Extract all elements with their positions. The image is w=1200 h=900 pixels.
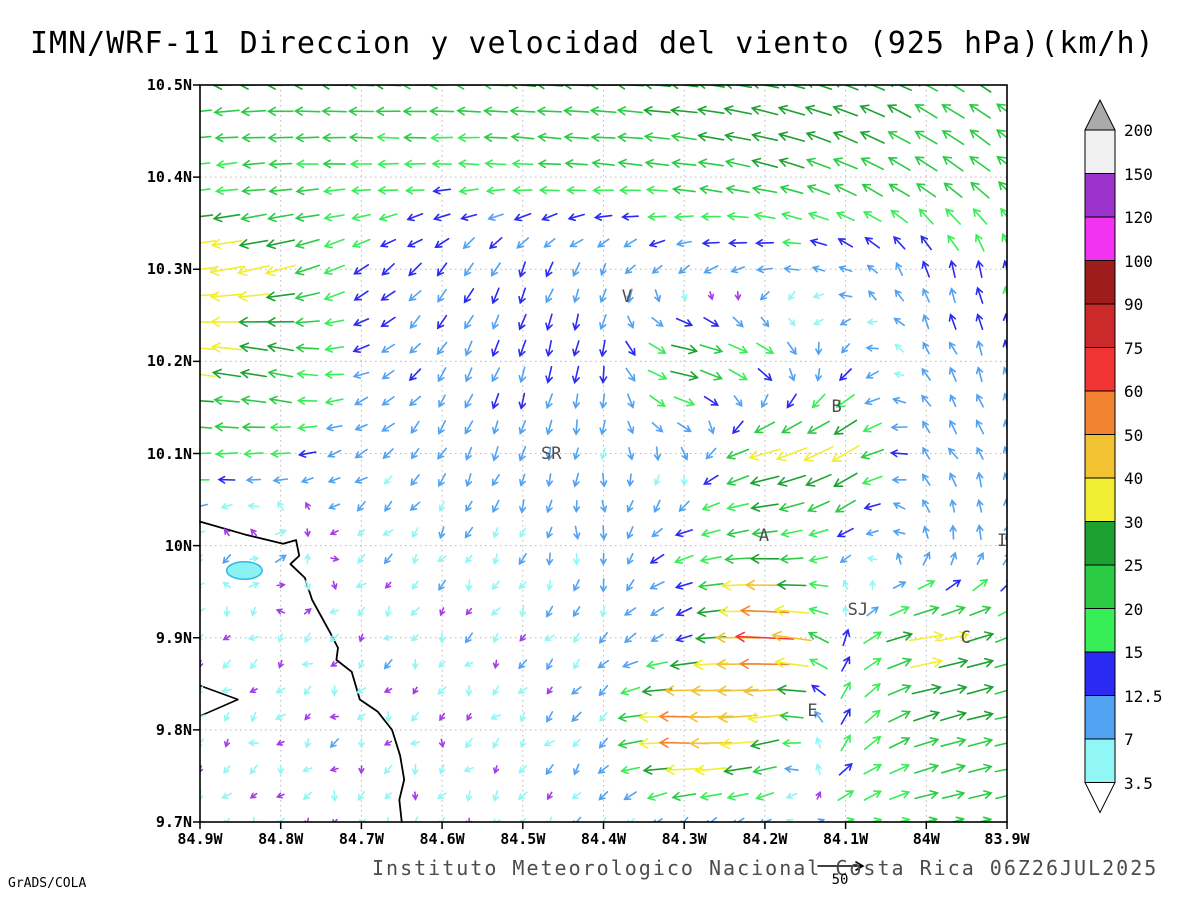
colorbar-bottom-cap bbox=[1084, 782, 1116, 814]
lat-tick-label: 9.8N bbox=[155, 720, 192, 739]
lat-tick-label: 9.9N bbox=[155, 628, 192, 647]
wind-vector-arrows bbox=[200, 85, 1007, 822]
colorbar-tick-label: 90 bbox=[1124, 295, 1144, 314]
lon-tick-label: 84.6W bbox=[419, 830, 465, 848]
station-label-sr: SR bbox=[541, 443, 562, 464]
colorbar-tick-label: 25 bbox=[1124, 556, 1144, 575]
colorbar-tick-label: 30 bbox=[1124, 512, 1144, 532]
colorbar-tick-label: 150 bbox=[1124, 164, 1153, 184]
colorbar bbox=[1084, 98, 1116, 814]
axis-ticks bbox=[193, 84, 1008, 829]
colorbar-tick-label: 100 bbox=[1124, 251, 1153, 271]
colorbar-tick-label: 15 bbox=[1124, 643, 1144, 662]
colorbar-tick-label: 50 bbox=[1124, 425, 1144, 445]
lon-tick-label: 84.8W bbox=[258, 830, 304, 848]
lon-tick-label: 83.9W bbox=[984, 830, 1030, 848]
lat-tick-label: 10N bbox=[164, 536, 192, 555]
colorbar-tick-label: 75 bbox=[1124, 338, 1144, 358]
lon-tick-label: 84.3W bbox=[661, 830, 707, 848]
station-label-sj: SJ bbox=[847, 600, 869, 621]
colorbar-tick-label: 40 bbox=[1124, 469, 1144, 488]
lon-tick-label: 84.1W bbox=[823, 830, 869, 848]
colorbar-tick-label: 3.5 bbox=[1124, 773, 1153, 793]
colorbar-top-cap bbox=[1084, 98, 1116, 131]
station-label-i: I bbox=[996, 531, 1008, 552]
grads-credit: GrADS/COLA bbox=[8, 876, 87, 891]
colorbar-tick-label: 60 bbox=[1124, 382, 1144, 401]
lat-tick-label: 10.5N bbox=[146, 76, 192, 94]
lat-tick-label: 10.1N bbox=[146, 444, 192, 463]
colorbar-tick-label: 200 bbox=[1124, 121, 1153, 140]
lon-tick-label: 84.2W bbox=[742, 830, 788, 848]
lat-tick-label: 10.4N bbox=[146, 168, 192, 187]
lon-tick-label: 84.5W bbox=[500, 830, 546, 848]
lat-tick-label: 10.3N bbox=[146, 260, 192, 279]
lon-tick-label: 84W bbox=[912, 830, 940, 848]
colorbar-tick-label: 20 bbox=[1124, 599, 1144, 619]
station-label-e: E bbox=[807, 701, 818, 722]
lake-contour bbox=[225, 560, 263, 581]
colorbar-tick-label: 7 bbox=[1124, 730, 1134, 749]
chart-title: IMN/WRF-11 Direccion y velocidad del vie… bbox=[30, 26, 1155, 61]
lon-tick-label: 84.7W bbox=[338, 830, 384, 848]
footer-text: Instituto Meteorologico Nacional Costa R… bbox=[372, 856, 1159, 880]
peninsula-outline bbox=[199, 684, 239, 717]
colorbar-tick-label: 12.5 bbox=[1124, 686, 1163, 706]
station-label-v: V bbox=[621, 286, 632, 307]
lat-tick-label: 10.2N bbox=[146, 352, 192, 371]
station-label-b: B bbox=[831, 397, 842, 418]
lon-tick-label: 84.9W bbox=[177, 830, 223, 848]
reference-vector-label: 50 bbox=[831, 872, 849, 888]
station-label-a: A bbox=[758, 526, 770, 547]
colorbar-tick-label: 120 bbox=[1124, 208, 1153, 227]
reference-vector bbox=[817, 861, 865, 871]
lon-tick-label: 84.4W bbox=[580, 830, 627, 848]
station-label-c: C bbox=[960, 627, 971, 648]
lat-tick-label: 9.7N bbox=[155, 813, 192, 831]
coastline-path bbox=[199, 520, 406, 823]
